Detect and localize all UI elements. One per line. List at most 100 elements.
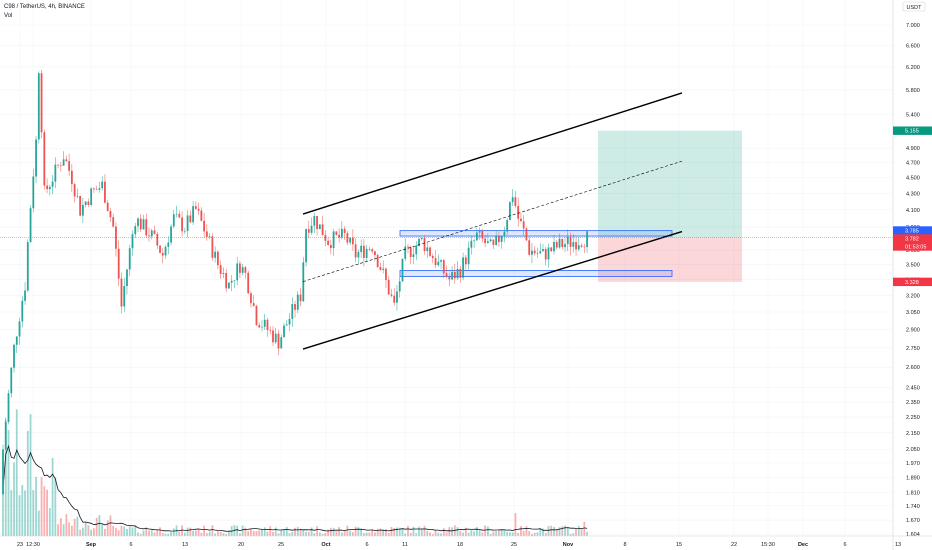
grid-lines	[0, 0, 899, 536]
candle-body	[387, 279, 390, 295]
volume-bar	[15, 409, 18, 536]
stop-zone	[598, 237, 742, 282]
volume-bar	[539, 528, 542, 536]
time-tick-label: 12:30	[26, 542, 40, 548]
candle-body	[153, 230, 156, 234]
volume-bar	[26, 430, 29, 536]
candle-body	[346, 233, 349, 243]
symbol-title[interactable]: C98 / TetherUS, 4h, BINANCE	[4, 4, 85, 10]
candle-body	[148, 235, 150, 237]
volume-bar	[470, 530, 473, 536]
volume-bar	[294, 527, 296, 536]
candle-body	[263, 319, 266, 327]
volume-bar	[569, 533, 572, 536]
volume-bar	[418, 526, 420, 536]
candle-body	[159, 245, 161, 253]
candle-body	[26, 242, 29, 291]
candle-body	[274, 333, 277, 343]
candle-body	[382, 268, 385, 270]
volume-bar	[531, 533, 533, 536]
time-tick-label: 20	[238, 542, 244, 548]
volume-bar	[24, 490, 26, 536]
volume-bar	[269, 526, 272, 536]
volume-bar	[338, 527, 341, 536]
candle-body	[451, 271, 453, 280]
volume-bar	[340, 532, 343, 536]
candle-body	[412, 254, 415, 257]
support-resistance-zones[interactable]	[399, 230, 673, 277]
volume-bar	[365, 532, 368, 536]
candle-body	[175, 213, 178, 215]
candle-body	[498, 236, 500, 242]
time-axis: 23 12:30 Sep 6 13 20 25 Oct 6 11 18 25 Nov 8 15 22 15:30…	[17, 542, 901, 548]
candle-body	[385, 268, 387, 280]
volume-bar	[385, 529, 387, 536]
volume-bar	[577, 525, 580, 536]
currency-badge[interactable]: USDT	[902, 1, 926, 12]
volume-bar	[426, 530, 429, 536]
long-position-tool[interactable]	[598, 130, 742, 282]
candle-body	[258, 325, 261, 328]
candle-body	[343, 228, 346, 234]
price-tag-label: 3.782	[905, 237, 919, 243]
candle-body	[40, 73, 43, 133]
candle-body	[561, 238, 564, 248]
candle-body	[59, 165, 62, 166]
volume-bar	[120, 525, 123, 536]
volume-bar	[313, 533, 316, 536]
candle-body	[509, 202, 511, 221]
volume-bar	[236, 525, 239, 536]
volume-bar	[486, 526, 489, 536]
price-tick-label: 1.740	[906, 504, 920, 510]
volume-bar	[211, 525, 214, 536]
candle-body	[15, 336, 18, 345]
volume-bar	[112, 525, 115, 536]
candle-body	[104, 181, 106, 203]
volume-bar	[580, 529, 583, 536]
price-channel[interactable]	[302, 92, 683, 350]
price-zone	[399, 270, 673, 277]
candle-body	[489, 239, 492, 242]
candle-body	[194, 206, 197, 209]
volume-bar	[104, 528, 106, 536]
candle-body	[448, 276, 451, 280]
volume-bar	[172, 528, 175, 536]
price-axis-panel[interactable]	[893, 0, 932, 536]
price-tick-label: 4.300	[906, 191, 920, 197]
volume-bar	[473, 531, 476, 536]
candle-body	[566, 236, 569, 245]
candle-body	[115, 226, 117, 249]
volume-bar	[263, 527, 266, 536]
candle-body	[170, 226, 172, 243]
candle-body	[503, 231, 506, 237]
volume-bar	[214, 533, 217, 536]
candle-body	[90, 188, 93, 205]
volume-bar	[280, 529, 283, 536]
volume-bar	[32, 490, 35, 536]
candle-body	[440, 260, 442, 262]
volume-bar	[467, 532, 470, 536]
candle-body	[203, 220, 206, 232]
candle-body	[418, 238, 420, 246]
volume-bar	[150, 530, 153, 536]
candle-body	[228, 282, 230, 289]
volume-bar	[566, 527, 569, 536]
volume-bar	[544, 532, 547, 536]
candle-body	[517, 206, 520, 219]
volume-bar	[200, 532, 203, 536]
candle-body	[101, 181, 104, 189]
volume-bar	[131, 527, 134, 536]
candle-body	[310, 225, 313, 233]
volume-bar	[90, 529, 93, 536]
candle-body	[252, 303, 255, 306]
volume-bar	[374, 532, 376, 536]
price-tick-label: 2.350	[906, 400, 920, 406]
candle-body	[288, 318, 291, 325]
volume-bar	[360, 528, 363, 536]
volume-bar	[354, 526, 357, 536]
candle-body	[470, 240, 473, 248]
volume-bar	[192, 530, 194, 536]
candle-body	[354, 244, 357, 258]
candle-body	[134, 226, 137, 235]
